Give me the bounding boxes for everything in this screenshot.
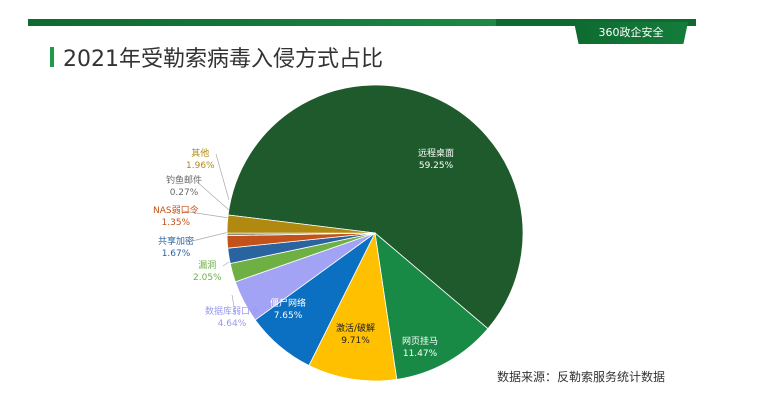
slice-label-value: 0.27% <box>169 188 199 198</box>
slice-label-name: 数据库弱口令 <box>205 307 260 317</box>
slice-label-name: 其他 <box>191 149 210 159</box>
leader-line <box>231 294 236 313</box>
title-marker <box>50 47 54 67</box>
leader-line <box>182 210 230 219</box>
leader-line <box>195 180 230 211</box>
slice-label-value: 11.47% <box>402 349 438 359</box>
slice-label-name: 钓鱼邮件 <box>166 176 203 186</box>
pie-slice-9 <box>226 214 376 234</box>
leader-line <box>222 261 230 267</box>
header-bar <box>28 19 496 26</box>
slice-label-value: 59.25% <box>418 161 454 171</box>
slice-label: 钓鱼邮件 0.27% <box>166 175 202 199</box>
slice-label: 数据库弱口令 4.64% <box>205 306 259 330</box>
slice-label: 僵尸网络 7.65% <box>270 298 306 322</box>
slice-label: 共享加密 1.67% <box>158 236 194 260</box>
leader-line <box>187 231 230 243</box>
slice-label-name: 漏洞 <box>198 261 217 271</box>
brand-logo: 360政企安全 <box>574 22 688 44</box>
slice-label-value: 1.67% <box>161 249 191 259</box>
slice-label-name: 激活/破解 <box>336 324 376 334</box>
slice-label-value: 7.65% <box>273 311 303 321</box>
slice-label-value: 9.71% <box>341 336 370 346</box>
slice-label: 其他 1.96% <box>186 148 215 172</box>
slice-label-name: NAS弱口令 <box>153 206 199 216</box>
pie-slice-2 <box>308 231 398 382</box>
slice-label-name: 网页挂马 <box>402 337 439 347</box>
slice-label-name: 僵尸网络 <box>270 299 307 309</box>
data-source: 数据来源：反勒索服务统计数据 <box>497 370 666 384</box>
slice-label-name: 共享加密 <box>158 237 195 247</box>
slice-label: NAS弱口令 1.35% <box>153 205 199 229</box>
leader-line <box>215 153 230 201</box>
slice-label-value: 1.35% <box>161 218 191 228</box>
pie-slice-1 <box>374 232 489 380</box>
slice-label: 网页挂马 11.47% <box>402 336 438 360</box>
page-title: 2021年受勒索病毒入侵方式占比 <box>63 47 383 72</box>
slice-label-value: 1.96% <box>186 161 215 171</box>
slice-label-name: 远程桌面 <box>418 149 455 159</box>
slice-label-value: 2.05% <box>193 273 222 283</box>
slice-label: 漏洞 2.05% <box>193 260 222 284</box>
slice-label: 激活/破解 9.71% <box>336 323 375 347</box>
pie-slice-0 <box>227 84 524 330</box>
slice-label: 远程桌面 59.25% <box>418 148 454 172</box>
slice-label-value: 4.64% <box>217 319 247 329</box>
